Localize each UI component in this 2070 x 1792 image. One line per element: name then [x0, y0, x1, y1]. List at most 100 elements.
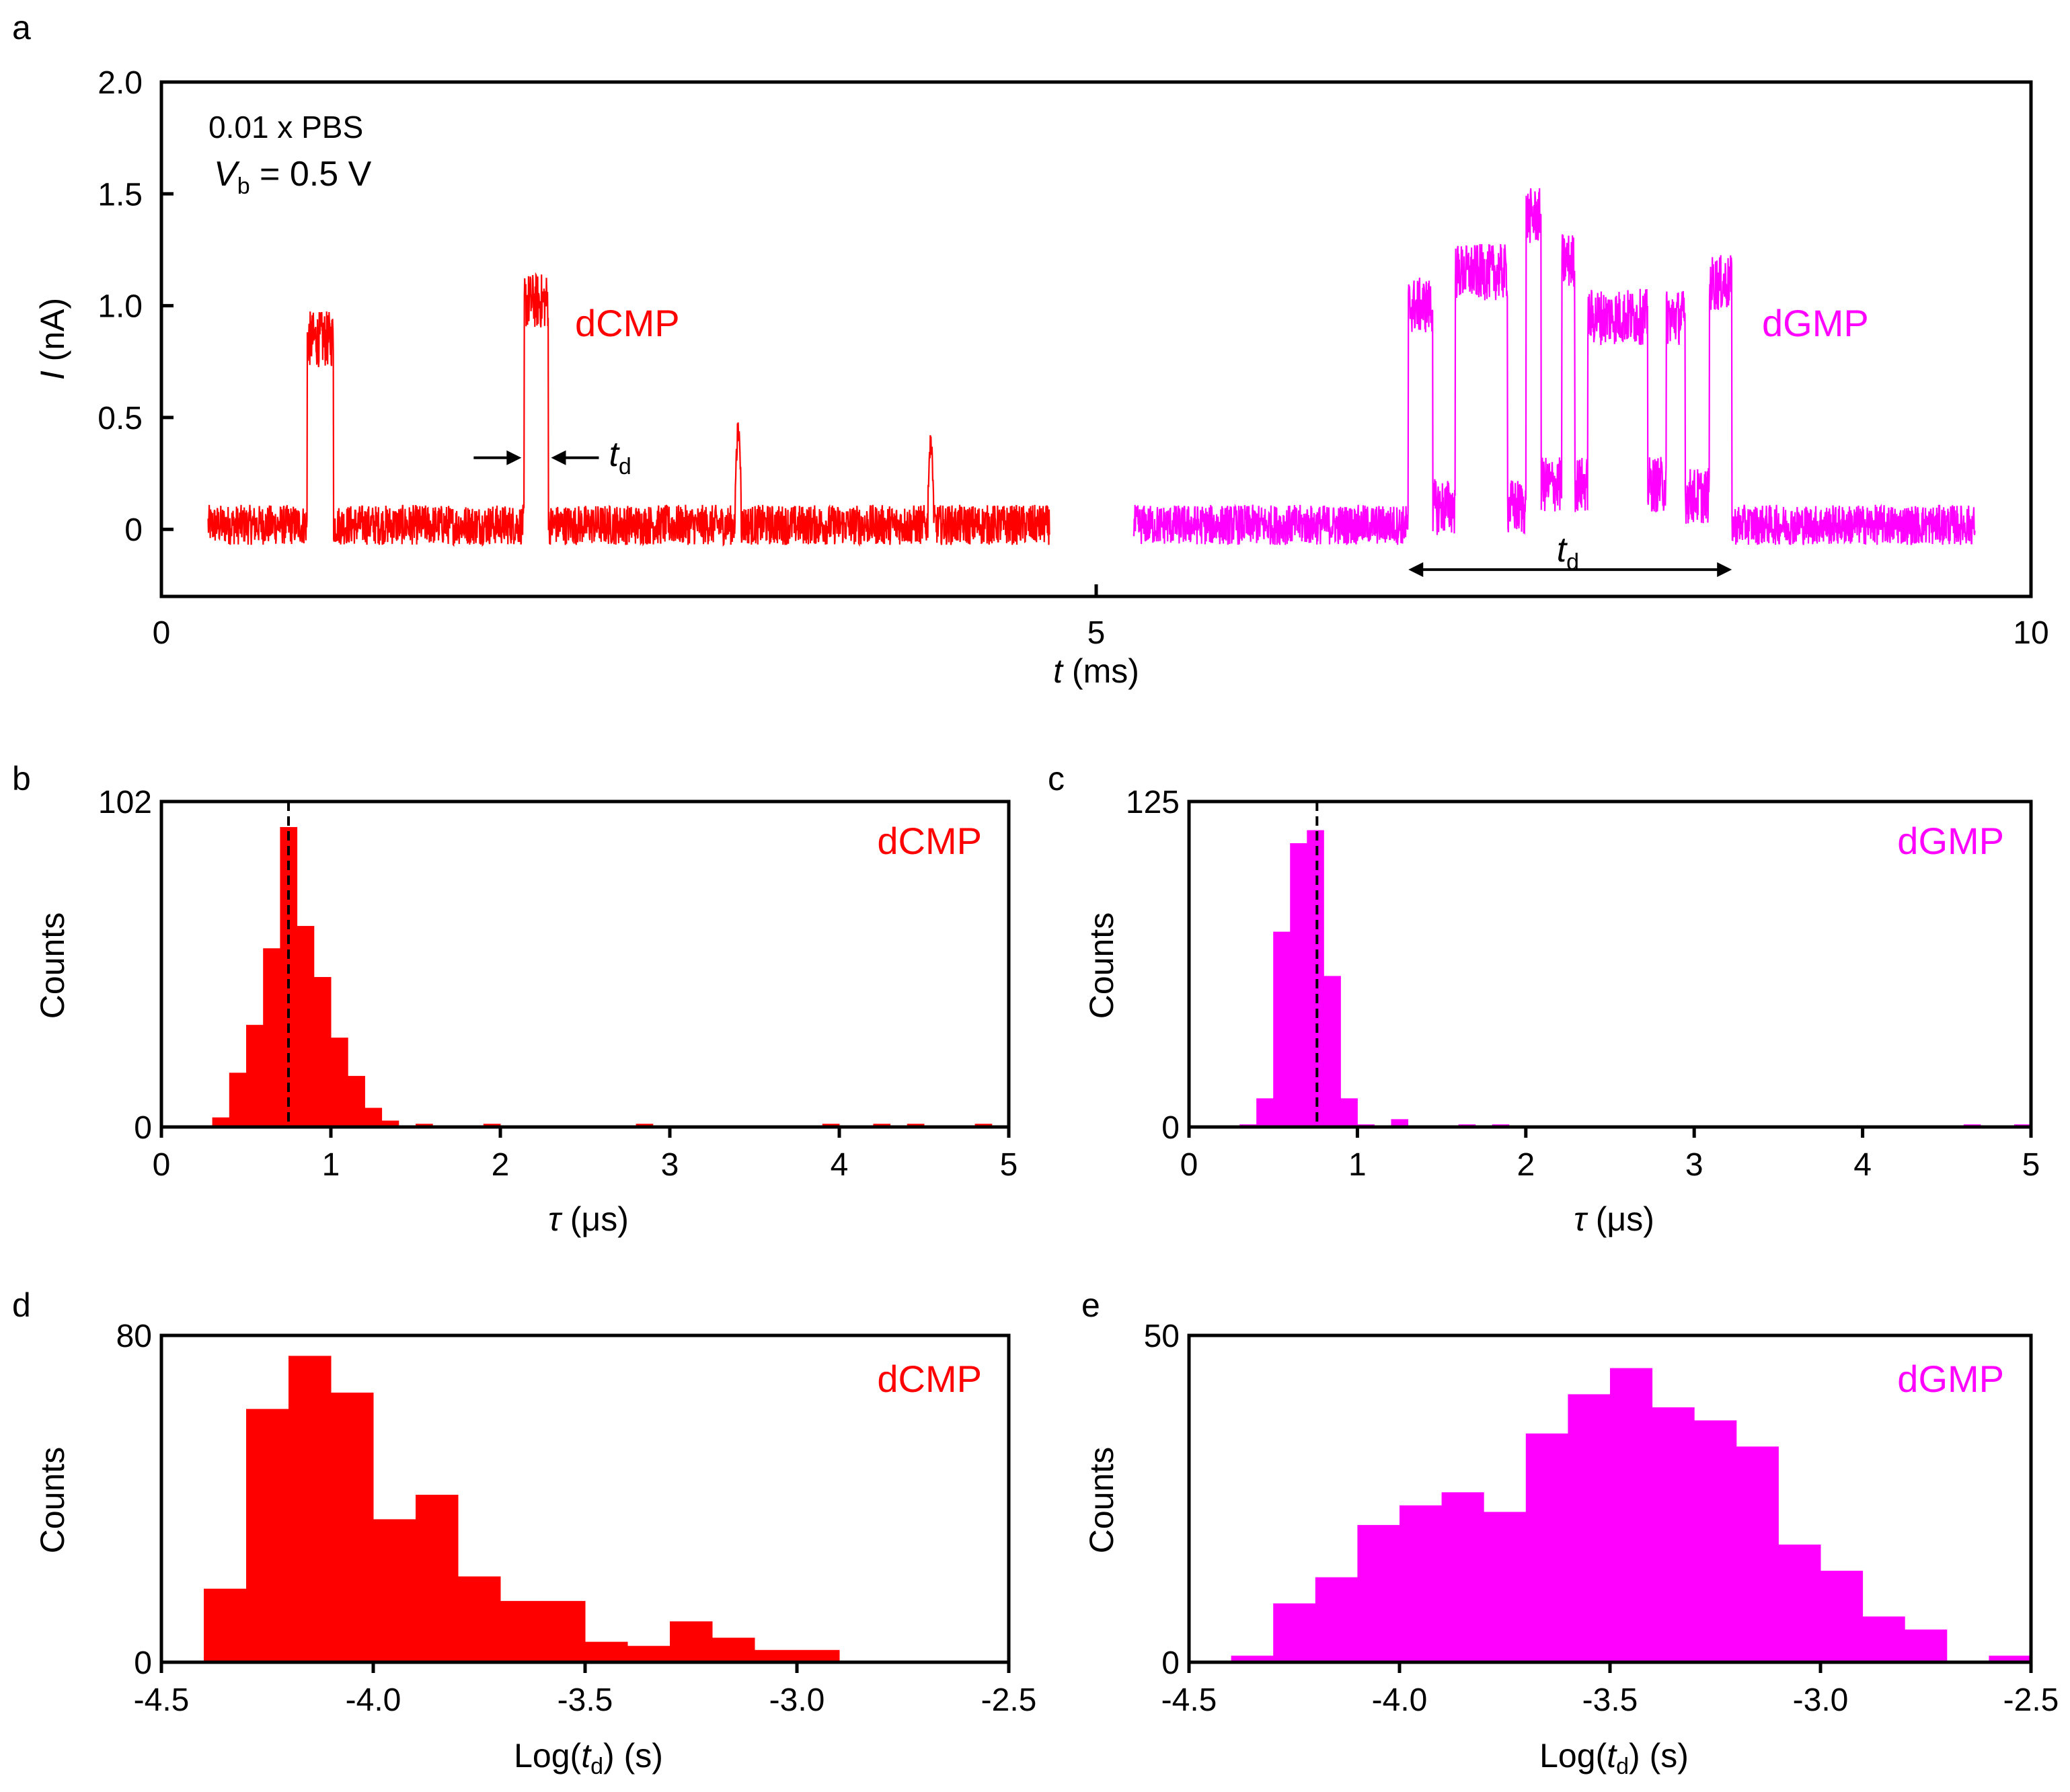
panel-letter-b: b	[12, 760, 31, 797]
histogram-bar	[246, 1025, 264, 1127]
dcmp-series-label: dCMP	[877, 820, 982, 862]
y-tick-label: 0	[1161, 1645, 1180, 1681]
bias-annotation: Vb = 0.5 V	[214, 155, 372, 199]
histogram-bar	[348, 1076, 365, 1127]
panel-b-x-axis-label: τ (μs)	[548, 1200, 629, 1238]
histogram-bar	[797, 1649, 840, 1662]
arrow-head	[506, 450, 522, 465]
y-tick-label: 80	[116, 1319, 152, 1354]
y-tick-label: 0	[134, 1110, 152, 1146]
x-tick-label: -4.5	[134, 1682, 190, 1718]
panel-letter-a: a	[12, 9, 31, 46]
histogram-bars	[212, 826, 993, 1127]
panel-a-y-axis-label: I (nA)	[34, 298, 71, 380]
y-tick-label: 50	[1144, 1319, 1180, 1354]
histogram-bar	[1441, 1492, 1484, 1662]
dgmp-trace-label: dGMP	[1762, 302, 1869, 344]
bias-subscript: b	[237, 173, 250, 199]
panel-a-ticks: 0 0.5 1.0 1.5 2.0 0 5 10	[98, 65, 2048, 651]
x-tick-label: 3	[661, 1147, 679, 1183]
histogram-bar	[1231, 1655, 1274, 1662]
panel-c-x-axis-label: τ (μs)	[1574, 1200, 1654, 1238]
arrow-head	[551, 450, 566, 465]
panel-letter-d: d	[12, 1286, 31, 1324]
panel-b-histogram: 0 1 2 3 4 5 0 102 dCMP τ (μs) Counts	[34, 785, 1018, 1238]
histogram-bar	[212, 1117, 230, 1127]
dgmp-series-label: dGMP	[1897, 1358, 2004, 1400]
panel-b-y-axis-label: Counts	[34, 912, 71, 1019]
histogram-bar	[1324, 976, 1341, 1127]
histogram-bar	[1484, 1512, 1527, 1662]
histogram-bar	[1820, 1570, 1864, 1662]
x-tick-label: 4	[1853, 1147, 1872, 1183]
histogram-bar	[543, 1600, 586, 1662]
bias-value: = 0.5 V	[250, 155, 372, 194]
histogram-bar	[670, 1621, 713, 1662]
histogram-bar	[712, 1637, 755, 1662]
panel-d-y-axis-label: Counts	[34, 1447, 71, 1553]
y-tick-label: 125	[1126, 785, 1180, 820]
panel-e-y-axis-label: Counts	[1083, 1447, 1120, 1553]
histogram-bar	[1778, 1545, 1821, 1662]
y-tick-label: 0	[124, 512, 143, 548]
x-tick-label: 5	[1000, 1147, 1018, 1183]
histogram-bar	[1315, 1577, 1358, 1662]
x-tick-label: 4	[831, 1147, 849, 1183]
histogram-bar	[1290, 843, 1307, 1127]
y-tick-label: 0.5	[98, 401, 143, 436]
histogram-bar	[1525, 1433, 1568, 1662]
histogram-bar	[297, 926, 315, 1127]
histogram-bar	[1652, 1407, 1695, 1662]
dcmp-current-trace	[207, 272, 1050, 547]
panel-c-histogram: 0 1 2 3 4 5 0 125 dGMP τ (μs) Counts	[1083, 785, 2040, 1238]
histogram-bar	[416, 1494, 459, 1662]
dwell-time-label: td	[1557, 531, 1579, 575]
dgmp-series-label: dGMP	[1897, 820, 2004, 862]
histogram-bar	[263, 948, 280, 1127]
axes: -4.5 -4.0 -3.5 -3.0 -2.5 0 50	[1144, 1319, 2059, 1718]
current-traces	[207, 188, 1976, 547]
panel-a-trace-chart: 0 0.5 1.0 1.5 2.0 0 5 10 td td 0.01 x PBS Vb = 0…	[34, 65, 2049, 690]
histogram-bar	[373, 1519, 416, 1662]
histogram-bar	[1905, 1629, 1948, 1662]
histogram-bar	[1307, 830, 1324, 1127]
histogram-bar	[1400, 1505, 1443, 1662]
arrow-head	[1408, 562, 1424, 578]
arrow-head	[1717, 562, 1732, 578]
histogram-bar	[1273, 931, 1291, 1127]
histogram-bar	[500, 1600, 543, 1662]
histogram-bar	[1340, 1098, 1358, 1127]
histogram-bar	[1568, 1394, 1611, 1662]
x-tick-label: 1	[1348, 1147, 1367, 1183]
panel-letter-c: c	[1048, 760, 1065, 797]
histogram-bars	[1239, 830, 2032, 1127]
histogram-bars	[204, 1356, 840, 1662]
panel-d-histogram: -4.5 -4.0 -3.5 -3.0 -2.5 0 80 dCMP Log(td) (s)…	[34, 1319, 1036, 1779]
axes: 0 1 2 3 4 5 0 125	[1126, 785, 2040, 1183]
histogram-bar	[229, 1073, 247, 1127]
histogram-bar	[1862, 1616, 1905, 1662]
histogram-bar	[331, 1038, 348, 1127]
buffer-annotation: 0.01 x PBS	[208, 110, 363, 145]
x-tick-label: -3.5	[558, 1682, 613, 1718]
dcmp-trace-label: dCMP	[575, 302, 680, 344]
histogram-bar	[458, 1576, 501, 1662]
x-tick-label: 5	[2022, 1147, 2040, 1183]
histogram-bar	[280, 826, 298, 1127]
histogram-bar	[289, 1356, 332, 1662]
plot-frame	[1187, 800, 2033, 1129]
x-tick-label: -2.5	[981, 1682, 1037, 1718]
histogram-bar	[313, 976, 332, 1127]
x-tick-label: -4.0	[1372, 1682, 1428, 1718]
x-tick-label: 2	[492, 1147, 510, 1183]
y-tick-label: 102	[98, 785, 152, 820]
y-tick-label: 1.0	[98, 289, 143, 325]
x-tick-label: 0	[1180, 1147, 1198, 1183]
x-tick-label: 3	[1685, 1147, 1703, 1183]
y-tick-label: 1.5	[98, 177, 143, 212]
x-tick-label: 5	[1087, 615, 1106, 651]
dcmp-series-label: dCMP	[877, 1358, 982, 1400]
x-tick-label: -2.5	[2003, 1682, 2059, 1718]
axes: -4.5 -4.0 -3.5 -3.0 -2.5 0 80	[116, 1319, 1037, 1718]
histogram-bar	[246, 1409, 289, 1662]
